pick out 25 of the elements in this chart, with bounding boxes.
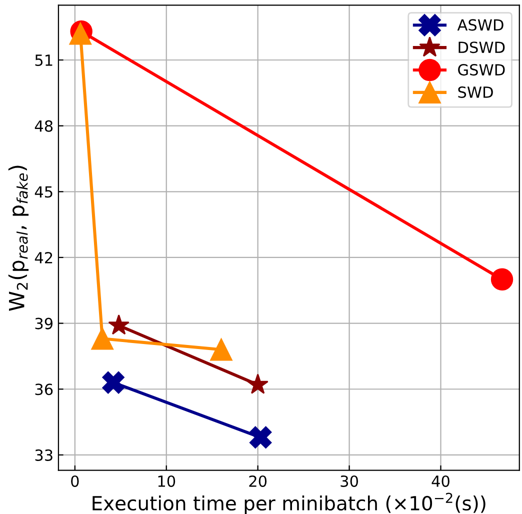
x-tick-label: 30 xyxy=(340,475,358,487)
x-tick-label: 40 xyxy=(432,475,450,487)
y-tick-label: 48 xyxy=(34,120,53,132)
y-tick-label: 45 xyxy=(34,186,52,198)
legend-label: DSWD xyxy=(458,42,505,54)
y-tick-label: 33 xyxy=(35,449,52,461)
point xyxy=(108,314,130,335)
point xyxy=(249,426,272,449)
x-tick-label: 0 xyxy=(71,475,79,487)
x-axis-title: Execution time per minibatch (×10$^{−2}$(s)) xyxy=(92,492,486,514)
y-tick-label: 42 xyxy=(34,252,52,264)
y-tick-label: 51 xyxy=(35,54,52,66)
point xyxy=(210,338,232,361)
legend-label: SWD xyxy=(458,86,493,98)
y-tick-label: 36 xyxy=(35,384,53,396)
point xyxy=(490,268,514,291)
legend-label: ASWD xyxy=(457,19,504,31)
point xyxy=(102,371,124,394)
y-axis-title: W$_{2}$(p$_{real}$, p$_{fake}$) xyxy=(8,166,29,311)
legend-label: GSWD xyxy=(458,64,505,76)
x-tick-label: 10 xyxy=(158,475,176,487)
point xyxy=(91,328,114,350)
point xyxy=(247,374,268,394)
x-tick-label: 20 xyxy=(249,475,267,487)
y-tick-label: 39 xyxy=(35,318,53,330)
